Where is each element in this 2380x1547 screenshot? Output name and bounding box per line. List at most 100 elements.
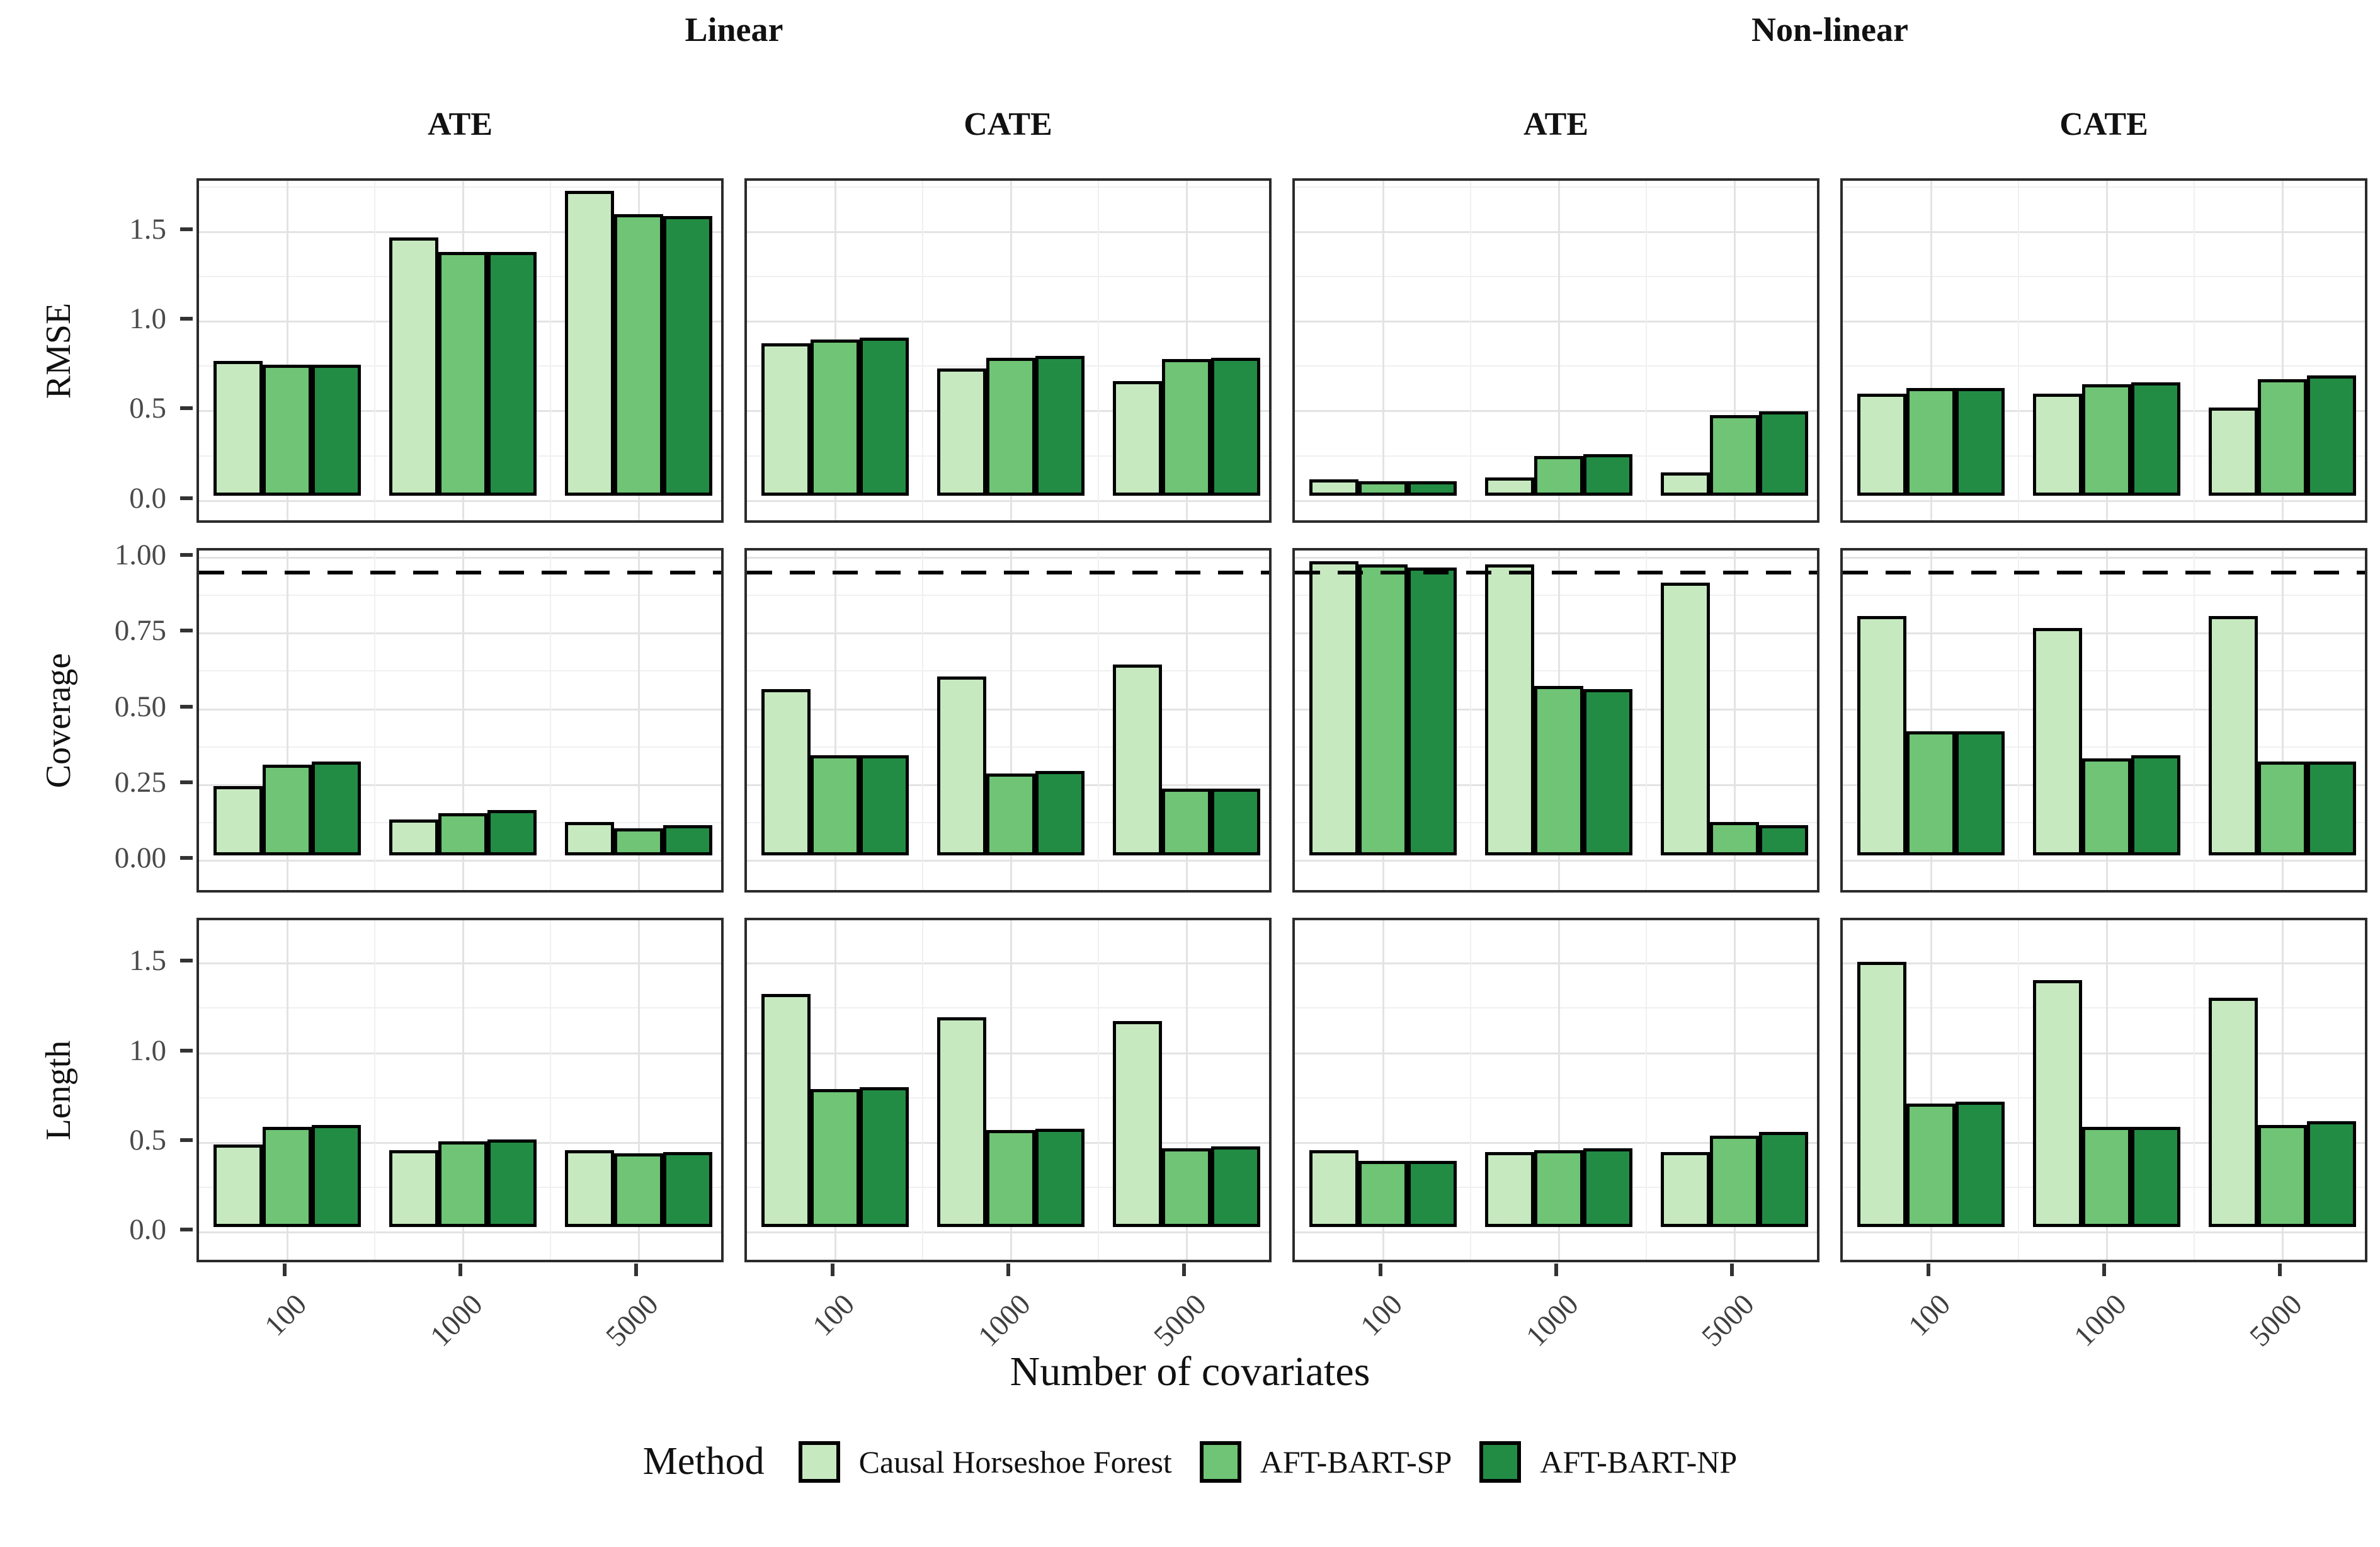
y-tick-mark bbox=[180, 227, 193, 231]
bar-coverage-100-method2 bbox=[262, 764, 312, 856]
y-tick-mark bbox=[180, 704, 193, 709]
bar-rmse-1000-method3 bbox=[487, 251, 537, 496]
panel-rmse-3 bbox=[1292, 178, 1819, 523]
bar-coverage-5000-method2 bbox=[2257, 762, 2307, 856]
gridline-major-v bbox=[286, 551, 288, 890]
gridline-minor-v bbox=[922, 551, 923, 890]
gridline-major-h bbox=[199, 1052, 721, 1054]
gridline-minor-h bbox=[1295, 276, 1817, 278]
gridline-minor-v bbox=[1470, 181, 1471, 520]
x-tick-mark bbox=[2277, 1264, 2282, 1276]
gridline-minor-h bbox=[1295, 1097, 1817, 1099]
gridline-major-v bbox=[2281, 920, 2284, 1260]
panel-length-4 bbox=[1840, 918, 2367, 1262]
bar-length-100-method1 bbox=[761, 994, 811, 1228]
gridline-major-v bbox=[1557, 181, 1560, 520]
gridline-minor-h bbox=[199, 746, 721, 748]
gridline-major-v bbox=[286, 181, 288, 520]
bar-rmse-5000-method3 bbox=[1758, 411, 1808, 496]
gridline-major-h bbox=[1295, 860, 1817, 862]
y-tick-mark bbox=[180, 496, 193, 500]
y-tick-label: 1.5 bbox=[129, 212, 166, 246]
bar-length-1000-method1 bbox=[1484, 1151, 1534, 1228]
gridline-major-h bbox=[1295, 632, 1817, 635]
gridline-major-v bbox=[1010, 181, 1012, 520]
gridline-major-v bbox=[637, 920, 640, 1260]
gridline-major-h bbox=[1843, 556, 2365, 559]
panel-length-1 bbox=[196, 918, 724, 1262]
bar-rmse-100-method2 bbox=[1358, 481, 1408, 496]
bar-coverage-1000-method3 bbox=[2131, 755, 2180, 856]
gridline-major-h bbox=[1295, 1231, 1817, 1234]
bar-coverage-5000-method3 bbox=[1758, 825, 1808, 856]
gridline-major-h bbox=[747, 1231, 1269, 1234]
y-tick-label: 0.0 bbox=[129, 1213, 166, 1247]
gridline-major-h bbox=[1843, 321, 2365, 323]
x-tick-label: 100 bbox=[1902, 1287, 1957, 1343]
x-axis-title: Number of covariates bbox=[1010, 1349, 1370, 1395]
gridline-major-h bbox=[747, 1052, 1269, 1054]
gridline-major-h bbox=[747, 321, 1269, 323]
x-tick-label: 5000 bbox=[2243, 1287, 2308, 1353]
gridline-minor-v bbox=[550, 920, 551, 1260]
bar-coverage-100-method1 bbox=[1857, 616, 1906, 856]
gridline-minor-h bbox=[199, 595, 721, 597]
bar-length-100-method1 bbox=[213, 1145, 263, 1228]
bar-rmse-100-method1 bbox=[1857, 393, 1906, 496]
bar-coverage-1000-method1 bbox=[2032, 628, 2082, 856]
gridline-minor-v bbox=[2018, 181, 2019, 520]
y-tick-label: 1.0 bbox=[129, 1034, 166, 1067]
bar-rmse-100-method1 bbox=[1309, 479, 1358, 496]
bar-coverage-100-method2 bbox=[810, 755, 860, 856]
bar-length-5000-method2 bbox=[1709, 1135, 1759, 1228]
facet-group-label-nonlinear: Non-linear bbox=[1751, 11, 1908, 49]
bar-coverage-100-method1 bbox=[213, 785, 263, 856]
y-tick-label: 1.5 bbox=[129, 944, 166, 978]
bar-coverage-100-method3 bbox=[311, 762, 361, 856]
gridline-minor-v bbox=[1646, 551, 1647, 890]
gridline-major-v bbox=[1185, 551, 1188, 890]
bar-coverage-5000-method1 bbox=[564, 822, 614, 856]
gridline-major-v bbox=[462, 920, 464, 1260]
gridline-minor-h bbox=[1843, 186, 2365, 188]
y-tick-label: 0.25 bbox=[114, 765, 166, 799]
gridline-major-v bbox=[1733, 551, 1736, 890]
bar-length-5000-method3 bbox=[1210, 1146, 1260, 1228]
gridline-major-v bbox=[1557, 920, 1560, 1260]
bar-rmse-100-method2 bbox=[262, 364, 312, 496]
gridline-minor-v bbox=[374, 920, 375, 1260]
bar-length-100-method1 bbox=[1857, 962, 1906, 1228]
gridline-minor-h bbox=[747, 1097, 1269, 1099]
gridline-minor-h bbox=[1843, 595, 2365, 597]
bar-coverage-1000-method2 bbox=[438, 813, 487, 856]
gridline-minor-h bbox=[747, 595, 1269, 597]
gridline-minor-h bbox=[1295, 1007, 1817, 1009]
gridline-major-h bbox=[1295, 1141, 1817, 1144]
bar-length-100-method2 bbox=[1358, 1160, 1408, 1228]
legend-item-aft-bart-np: AFT-BART-NP bbox=[1479, 1441, 1737, 1483]
y-tick-label: 1.0 bbox=[129, 302, 166, 336]
reference-line-095 bbox=[1295, 571, 1817, 574]
y-tick-mark bbox=[180, 959, 193, 963]
gridline-minor-h bbox=[1295, 670, 1817, 672]
gridline-major-v bbox=[637, 551, 640, 890]
gridline-major-v bbox=[2281, 551, 2284, 890]
y-tick-mark bbox=[180, 780, 193, 784]
gridline-minor-v bbox=[550, 551, 551, 890]
bar-length-5000-method3 bbox=[663, 1151, 712, 1228]
gridline-major-h bbox=[1843, 708, 2365, 711]
bar-coverage-5000-method3 bbox=[1210, 789, 1260, 856]
gridline-major-h bbox=[1295, 231, 1817, 233]
bar-length-5000-method1 bbox=[1112, 1020, 1162, 1228]
y-tick-mark bbox=[180, 317, 193, 321]
bar-length-5000-method2 bbox=[613, 1153, 663, 1228]
bar-length-100-method2 bbox=[810, 1089, 860, 1228]
gridline-major-v bbox=[462, 551, 464, 890]
bar-rmse-100-method2 bbox=[1906, 387, 1956, 496]
gridline-major-v bbox=[1930, 181, 1932, 520]
gridline-major-h bbox=[199, 632, 721, 635]
gridline-minor-v bbox=[2018, 920, 2019, 1260]
bar-rmse-100-method3 bbox=[859, 338, 909, 496]
gridline-minor-v bbox=[2194, 551, 2195, 890]
